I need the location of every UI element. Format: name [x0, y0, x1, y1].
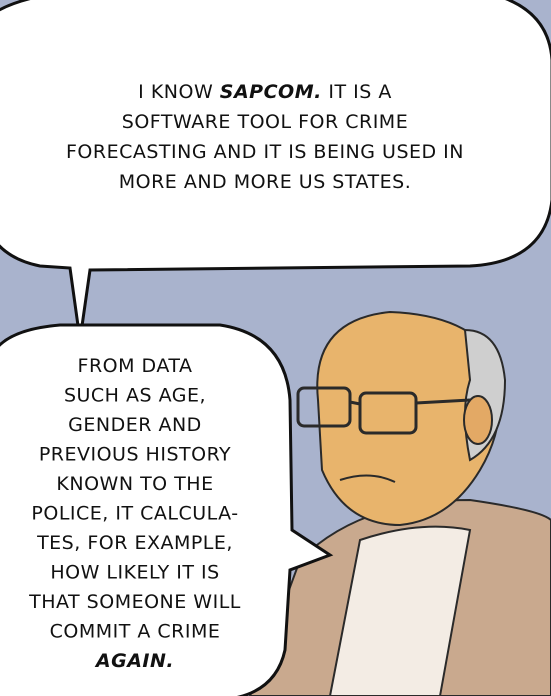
bubble-line: KNOWN TO THE — [56, 473, 213, 495]
bubble-line: HOW LIKELY IT IS — [50, 562, 219, 584]
bubble-line: POLICE, IT CALCULA- — [31, 503, 238, 525]
line-segment: IT IS A — [322, 81, 392, 103]
comic-panel: I KNOW SAPCOM. IT IS A SOFTWARE TOOL FOR … — [0, 0, 551, 696]
bubble-line: TES, FOR EXAMPLE, — [36, 532, 233, 554]
bubble-line: FROM DATA — [78, 355, 193, 377]
line-segment: SOFTWARE TOOL FOR CRIME — [122, 111, 408, 133]
line-segment: I KNOW — [138, 81, 220, 103]
bubble-line: GENDER AND — [68, 414, 202, 436]
bubble-line: SUCH AS AGE, — [64, 385, 206, 407]
line-segment: FORECASTING AND IT IS BEING USED IN — [66, 141, 464, 163]
line-segment: MORE AND MORE US STATES. — [119, 171, 412, 193]
bubble-line: COMMIT A CRIME — [50, 621, 221, 643]
bubble-line: MORE AND MORE US STATES. — [119, 171, 412, 193]
bubble-line: SOFTWARE TOOL FOR CRIME — [122, 111, 408, 133]
bubble-line: AGAIN. — [94, 650, 174, 672]
bubble-line: I KNOW SAPCOM. IT IS A — [138, 81, 392, 103]
bubble-line: PREVIOUS HISTORY — [39, 444, 231, 466]
line-segment: SAPCOM. — [220, 81, 322, 103]
bubble-line: THAT SOMEONE WILL — [28, 591, 241, 613]
bubble-line: FORECASTING AND IT IS BEING USED IN — [66, 141, 464, 163]
